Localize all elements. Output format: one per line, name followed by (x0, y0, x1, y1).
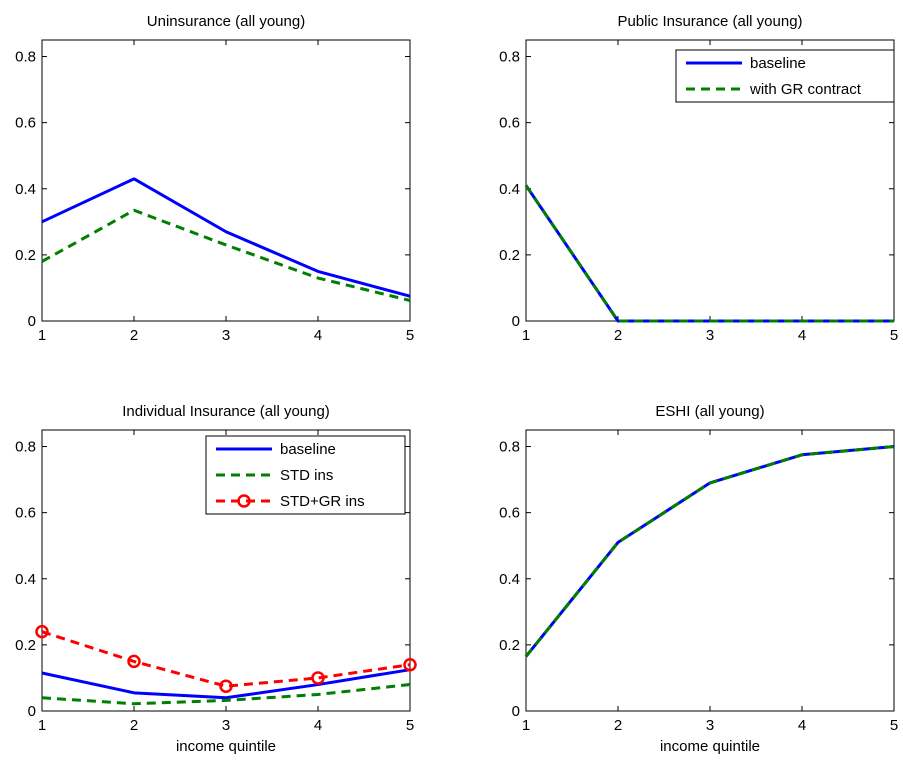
panel-title: Individual Insurance (all young) (122, 403, 330, 420)
x-tick-label: 1 (38, 327, 46, 344)
series-line-2 (524, 445, 895, 658)
y-tick-label: 0.8 (15, 439, 36, 456)
y-tick-label: 0.2 (499, 247, 520, 264)
series-line-1 (41, 668, 411, 700)
x-tick-label: 2 (614, 327, 622, 344)
y-tick-label: 0 (28, 703, 36, 720)
series-line-2 (41, 208, 411, 302)
x-tick-label: 5 (890, 327, 898, 344)
legend-label: baseline (280, 441, 336, 458)
x-axis-label: income quintile (176, 738, 276, 755)
panel-title: Public Insurance (all young) (617, 13, 802, 30)
y-tick-label: 0.8 (499, 49, 520, 66)
x-tick-label: 4 (798, 717, 806, 734)
x-tick-label: 3 (706, 717, 714, 734)
legend-label: with GR contract (749, 81, 862, 98)
y-tick-label: 0.6 (15, 505, 36, 522)
legend-label: baseline (750, 55, 806, 72)
y-tick-label: 0.6 (15, 115, 36, 132)
series-marker (219, 679, 233, 693)
y-tick-label: 0.4 (15, 181, 36, 198)
x-tick-label: 4 (314, 717, 322, 734)
y-tick-label: 0.6 (499, 505, 520, 522)
x-tick-label: 5 (406, 327, 414, 344)
series-marker (35, 624, 49, 639)
legend-label: STD+GR ins (280, 493, 365, 510)
y-tick-label: 0.4 (499, 181, 520, 198)
series-marker (403, 657, 417, 672)
series-line-1 (524, 445, 895, 658)
y-tick-label: 0.8 (499, 439, 520, 456)
series-line-2 (41, 683, 411, 706)
series-marker (127, 654, 141, 669)
x-tick-label: 2 (614, 717, 622, 734)
legend: baseline with GR contract (675, 49, 895, 103)
panel-1: Uninsurance (all young) 1 2 3 4 5 0 0.2 0.4 0.6 0.… (15, 13, 414, 344)
plot-frame (41, 39, 411, 322)
x-tick-label: 2 (130, 717, 138, 734)
x-tick-label: 1 (38, 717, 46, 734)
x-tick-label: 4 (798, 327, 806, 344)
series-line-2 (524, 184, 894, 323)
panel-title: ESHI (all young) (655, 403, 764, 420)
x-tick-label: 2 (130, 327, 138, 344)
series-line-1 (524, 184, 894, 323)
panel-3: Individual Insurance (all young) 1 2 3 4 5 0 0.… (15, 403, 417, 755)
y-tick-label: 0.4 (15, 571, 36, 588)
x-tick-label: 3 (222, 717, 230, 734)
x-tick-label: 5 (890, 717, 898, 734)
y-tick-label: 0.8 (15, 49, 36, 66)
y-tick-label: 0 (512, 313, 520, 330)
x-tick-label: 1 (522, 327, 530, 344)
y-tick-label: 0.6 (499, 115, 520, 132)
x-tick-label: 1 (522, 717, 530, 734)
series-marker (311, 671, 325, 685)
y-tick-label: 0.2 (499, 637, 520, 654)
y-tick-label: 0.4 (499, 571, 520, 588)
y-tick-label: 0.2 (15, 637, 36, 654)
legend-box (675, 49, 895, 103)
x-tick-label: 3 (706, 327, 714, 344)
panel-2: Public Insurance (all young) 1 2 3 4 5 0 0.2 0.4… (499, 13, 898, 344)
x-tick-label: 4 (314, 327, 322, 344)
panel-4: ESHI (all young) 1 2 3 4 5 0 0.2 0.4 0.6 0.8 income… (499, 403, 898, 755)
panel-title: Uninsurance (all young) (147, 13, 305, 30)
y-tick-label: 0 (28, 313, 36, 330)
series-line-3 (41, 630, 411, 688)
y-tick-label: 0.2 (15, 247, 36, 264)
legend-marker (237, 494, 251, 508)
plot-frame (525, 429, 895, 712)
series-line-1 (41, 177, 411, 298)
y-tick-label: 0 (512, 703, 520, 720)
x-tick-label: 5 (406, 717, 414, 734)
x-tick-label: 3 (222, 327, 230, 344)
legend: baseline STD ins STD+GR ins (205, 435, 406, 515)
legend-label: STD ins (280, 467, 333, 484)
x-axis-label: income quintile (660, 738, 760, 755)
